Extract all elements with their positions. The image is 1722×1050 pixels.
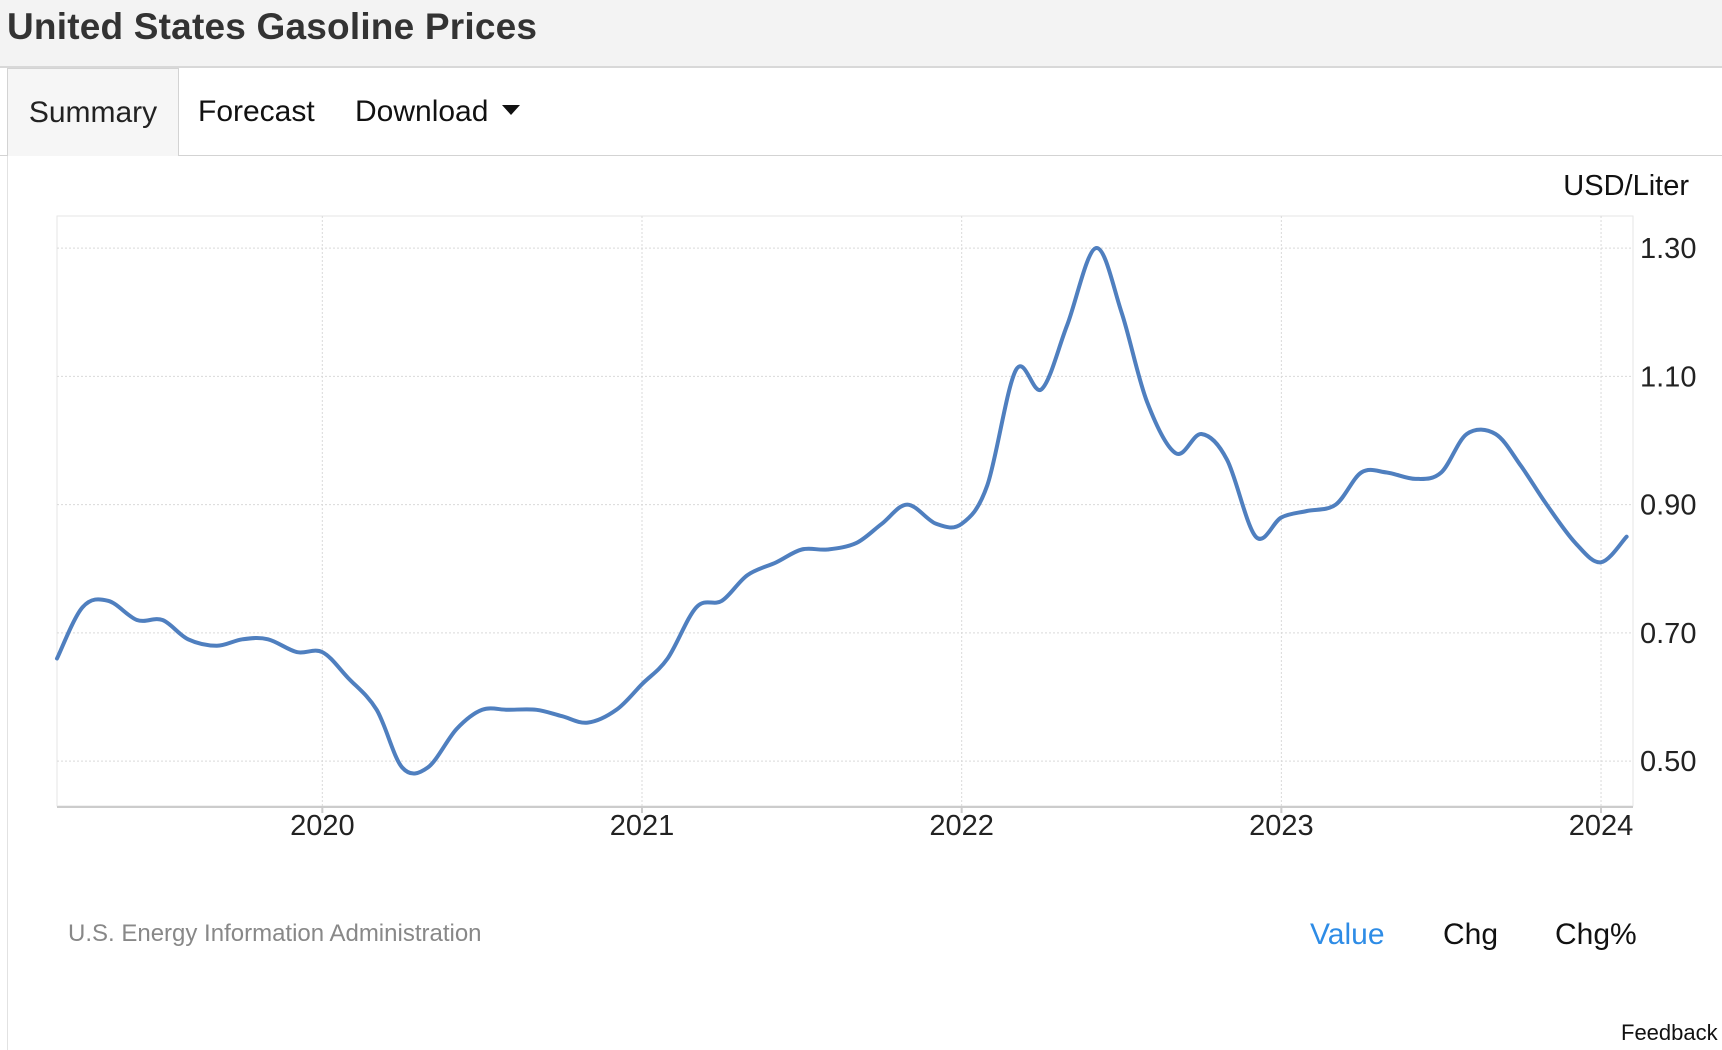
y-tick-label: 0.90 <box>1640 490 1696 522</box>
chg-toggle[interactable]: Chg <box>1443 918 1499 951</box>
y-tick-label: 0.70 <box>1640 618 1696 650</box>
content-border <box>7 156 8 1050</box>
x-tick-label: 2022 <box>929 810 994 842</box>
y-tick-label: 0.50 <box>1640 746 1696 778</box>
tab-forecast[interactable]: Forecast <box>198 95 315 128</box>
x-tick-label: 2020 <box>290 810 355 842</box>
y-tick-label: 1.10 <box>1640 361 1696 393</box>
unit-label: USD/Liter <box>1563 170 1689 202</box>
tab-summary[interactable]: Summary <box>7 68 179 156</box>
plot-frame <box>56 215 1634 807</box>
caret-down-icon <box>502 105 521 116</box>
series-line <box>55 246 1629 776</box>
chg-percent-toggle[interactable]: Chg% <box>1555 918 1637 951</box>
title-bar: United States Gasoline Prices <box>0 0 1722 68</box>
y-tick-label: 1.30 <box>1640 233 1696 265</box>
tab-download-label: Download <box>355 95 489 128</box>
line-chart: 0.50 0.70 0.90 1.10 1.30 2020 2021 2022 2023 202… <box>55 170 1696 842</box>
tabs-bar: Summary Forecast Download <box>0 68 1722 156</box>
value-toggle[interactable]: Value <box>1310 918 1385 951</box>
tab-download[interactable]: Download <box>355 68 521 156</box>
source-label: U.S. Energy Information Administration <box>68 920 482 947</box>
page-title: United States Gasoline Prices <box>7 6 538 47</box>
x-tick-label: 2023 <box>1249 810 1314 842</box>
feedback-link[interactable]: Feedback <box>1621 1020 1718 1045</box>
x-tick-label: 2021 <box>610 810 675 842</box>
x-tick-label: 2024 <box>1569 810 1634 842</box>
